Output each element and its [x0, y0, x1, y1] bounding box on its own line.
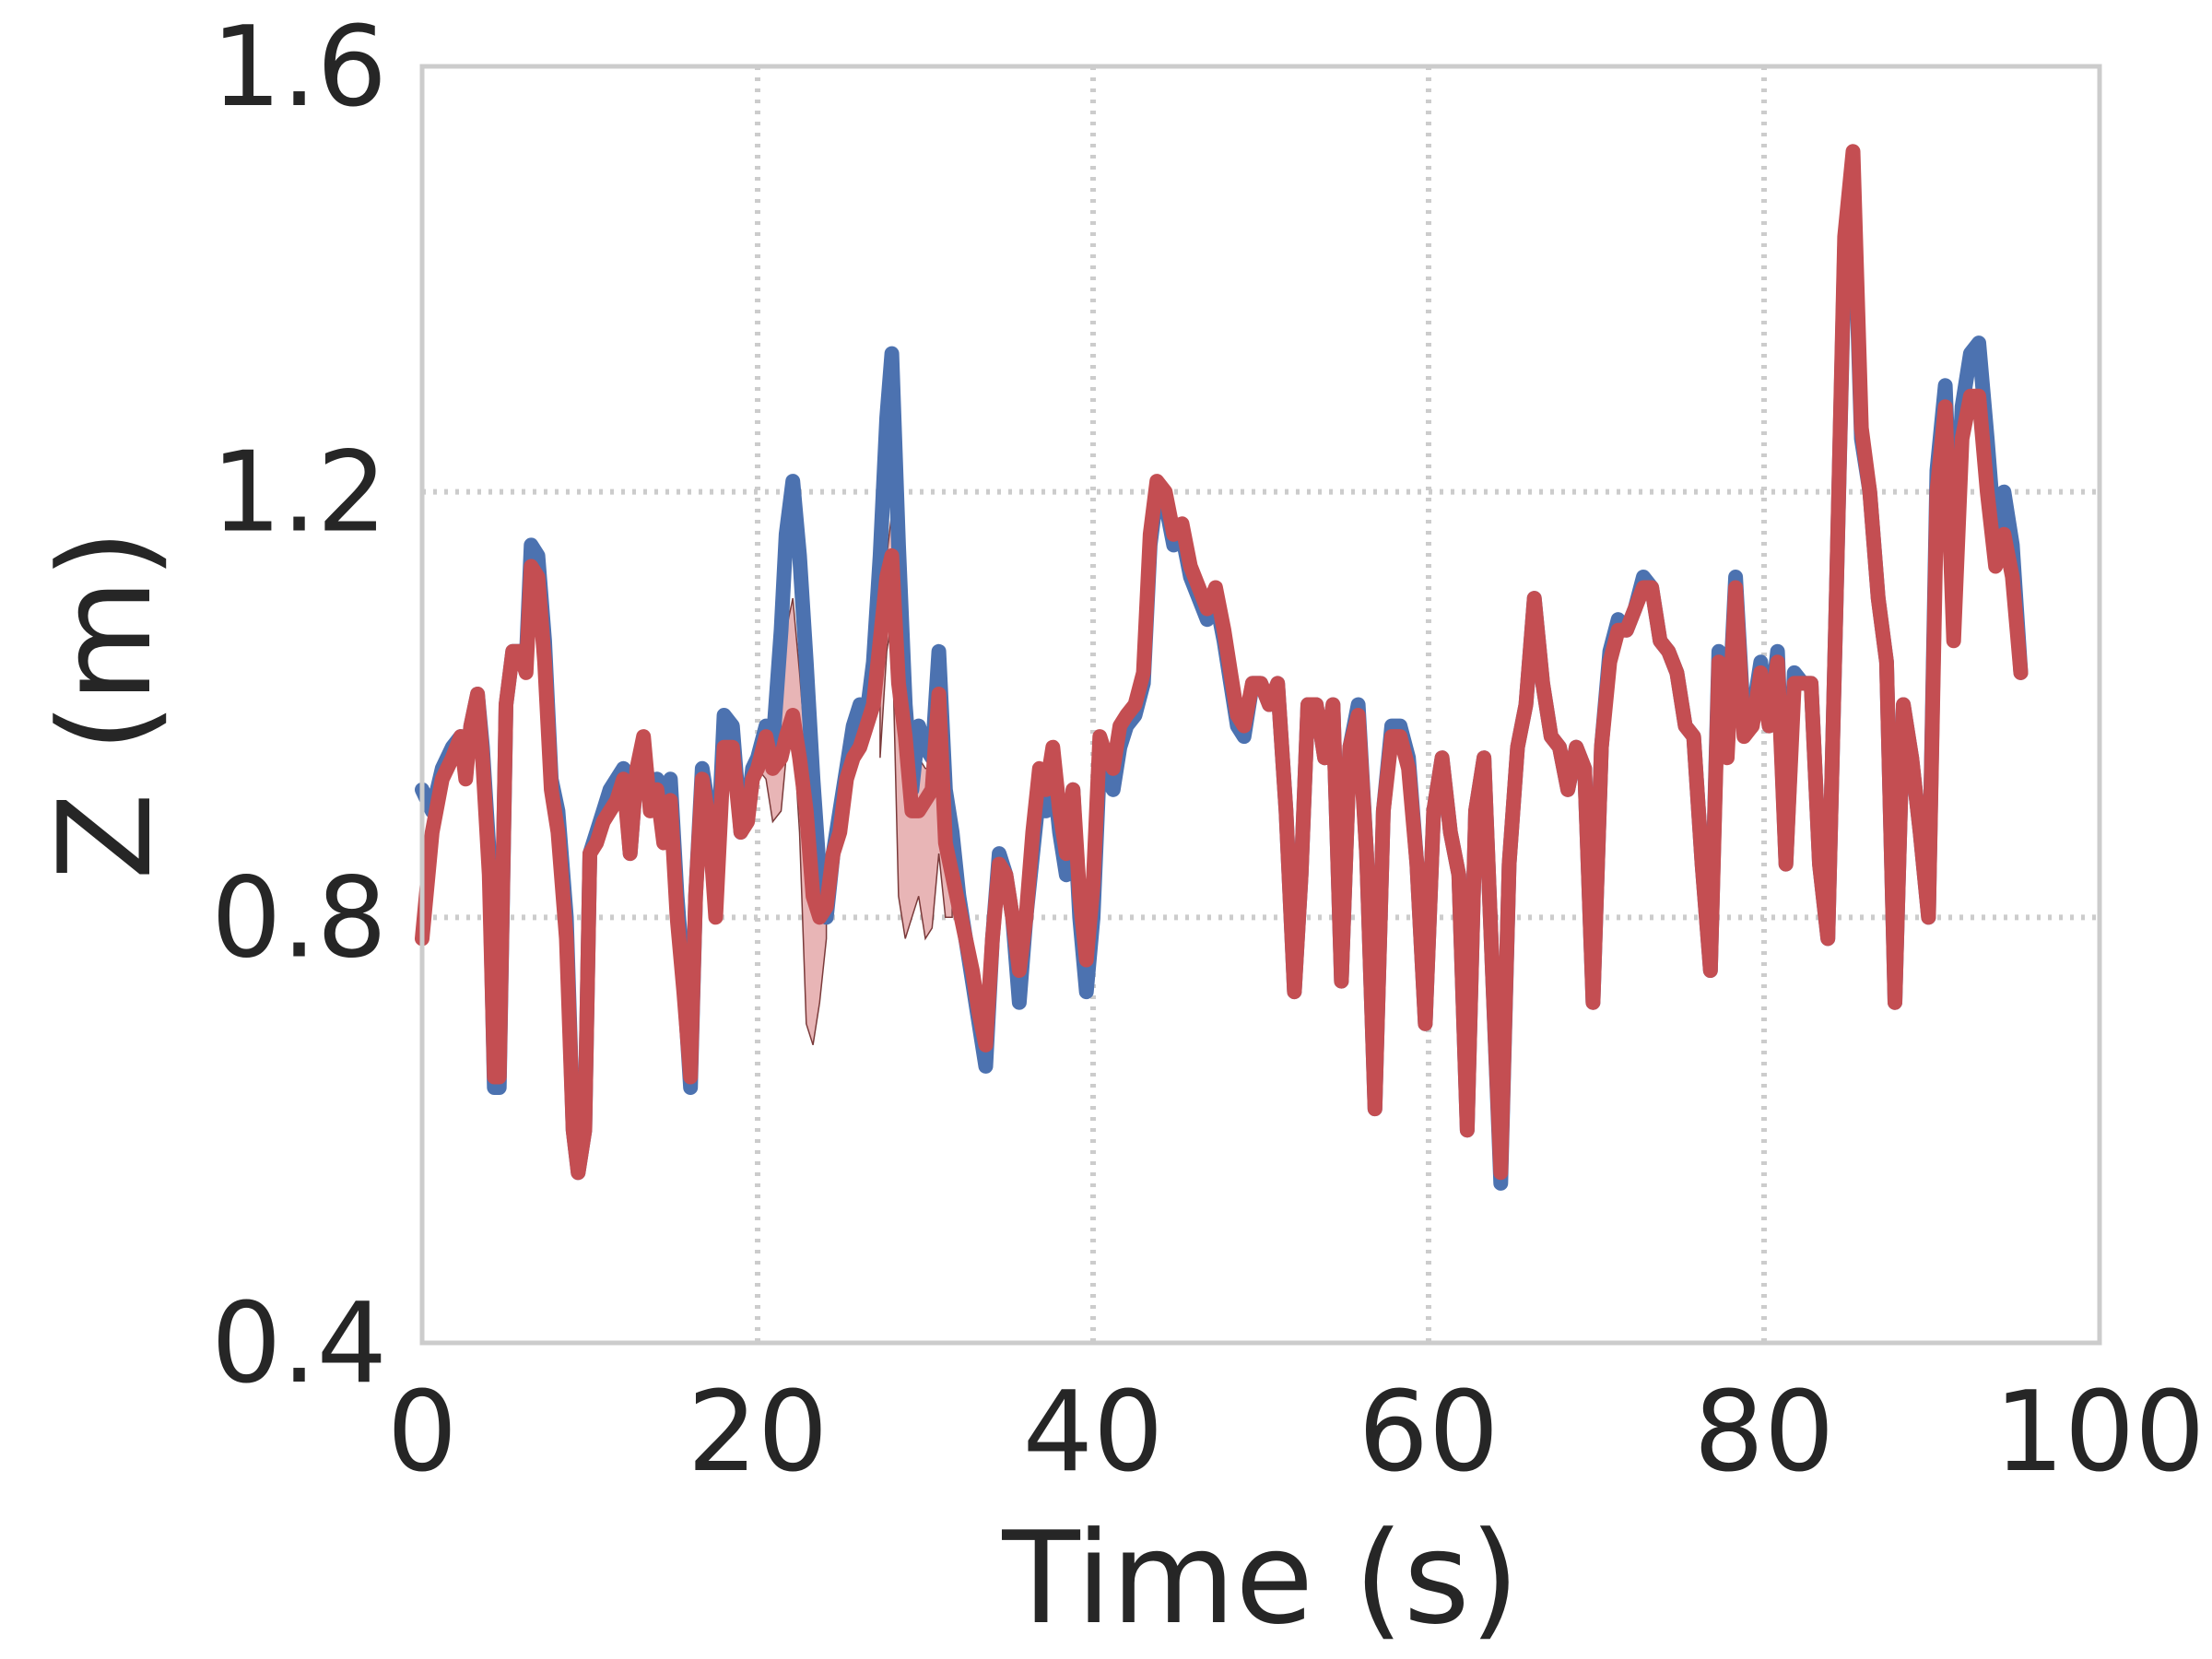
x-tick-label: 80 — [1694, 1369, 1835, 1497]
series-group — [415, 144, 2029, 1191]
plot-frame — [419, 64, 2102, 1346]
x-tick-label: 40 — [1023, 1369, 1164, 1497]
x-tick-label: 0 — [387, 1369, 457, 1497]
x-axis-label: Time (s) — [1001, 1504, 1519, 1653]
y-tick-label: 0.8 — [211, 854, 387, 982]
x-tick-label: 20 — [688, 1369, 829, 1497]
y-tick-label: 1.2 — [211, 429, 387, 558]
y-tick-label: 0.4 — [211, 1280, 387, 1408]
y-tick-label: 1.6 — [211, 4, 387, 132]
y-tick-labels: 0.4 0.8 1.2 1.6 — [211, 4, 387, 1408]
y-axis-label: Z (m) — [31, 529, 180, 880]
x-tick-label: 100 — [1994, 1369, 2205, 1497]
series-line-2 — [415, 144, 2029, 1181]
x-tick-label: 60 — [1359, 1369, 1500, 1497]
x-tick-labels: 0 20 40 60 80 100 — [387, 1369, 2206, 1497]
